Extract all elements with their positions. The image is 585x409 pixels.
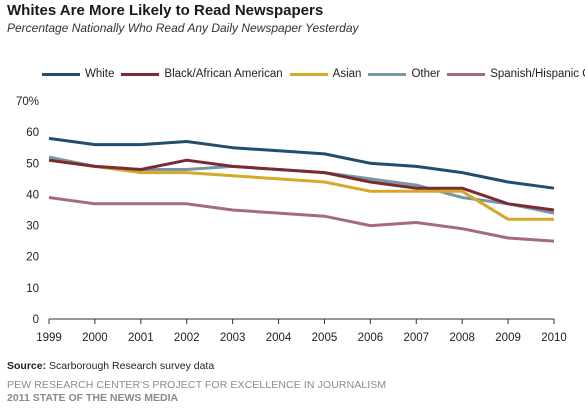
y-tick-label: 20	[26, 252, 39, 264]
x-tick-label: 2002	[174, 332, 200, 344]
source-text: Scarborough Research survey data	[46, 360, 215, 372]
x-tick-label: 2003	[220, 332, 246, 344]
x-tick-label: 2007	[403, 332, 429, 344]
y-tick-label: 40	[26, 189, 39, 201]
x-tick-label: 2000	[82, 332, 108, 344]
credit-organization: PEW RESEARCH CENTER'S PROJECT FOR EXCELL…	[7, 379, 387, 391]
legend-label: Spanish/Hispanic Origin	[490, 68, 585, 80]
source-label: Source:	[7, 360, 47, 372]
chart-title: Whites Are More Likely to Read Newspaper…	[7, 2, 324, 19]
source-note: Source: Scarborough Research survey data	[7, 360, 214, 372]
y-tick-label: 30	[26, 221, 39, 233]
x-tick-label: 2001	[128, 332, 154, 344]
series-line-black-african-american	[48, 158, 555, 212]
legend-item: Spanish/Hispanic Origin	[447, 68, 585, 80]
x-tick-label: 2010	[541, 332, 567, 344]
legend-label: White	[85, 68, 115, 80]
series-line-white	[48, 136, 555, 190]
series-line-asian	[48, 158, 554, 221]
legend-swatch	[121, 72, 160, 76]
legend-swatch	[289, 72, 328, 76]
series-line-spanish-hispanic-origin	[48, 196, 555, 243]
x-tick-label: 2006	[358, 332, 384, 344]
y-tick-label: 70%	[16, 96, 39, 108]
legend-label: Other	[411, 68, 441, 80]
x-tick-label: 2004	[266, 332, 292, 344]
legend-item: Other	[368, 68, 440, 80]
credit-report: 2011 STATE OF THE NEWS MEDIA	[7, 392, 179, 404]
y-tick-label: 10	[26, 283, 39, 295]
x-tick-label: 2008	[449, 332, 475, 344]
legend-label: Asian	[332, 68, 362, 80]
legend-swatch	[42, 72, 80, 76]
legend-item: Asian	[289, 68, 362, 80]
chart-subtitle: Percentage Nationally Who Read Any Daily…	[7, 21, 359, 35]
legend-label: Black/African American	[164, 68, 283, 80]
y-tick-label: 0	[33, 314, 39, 326]
legend-swatch	[368, 72, 407, 76]
x-tick-label: 2009	[495, 332, 521, 344]
x-tick-label: 1999	[36, 332, 62, 344]
y-tick-label: 50	[26, 158, 39, 170]
legend-item: Black/African American	[121, 68, 283, 80]
legend-swatch	[447, 72, 486, 76]
y-tick-label: 60	[26, 127, 39, 139]
legend-item: White	[42, 68, 114, 80]
chart-legend: White Black/African American Asian Other Spa…	[42, 66, 585, 82]
x-tick-label: 2005	[312, 332, 338, 344]
line-chart: 0 10 20 30 40 50 60 70% 1999 2000 2001 2002 2003 2004…	[16, 96, 567, 344]
